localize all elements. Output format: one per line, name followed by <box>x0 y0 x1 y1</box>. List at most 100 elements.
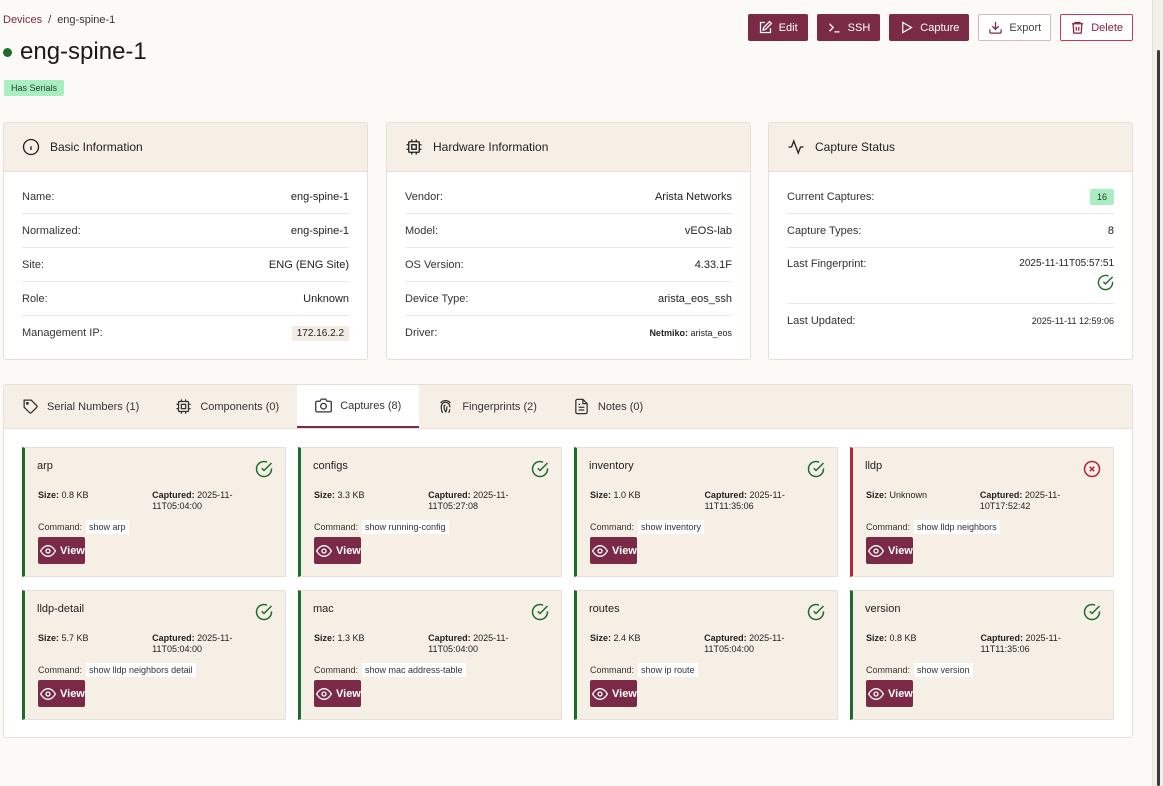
capture-name: inventory <box>589 460 634 472</box>
tab-captures[interactable]: Captures (8) <box>297 385 420 428</box>
check-circle-icon <box>255 460 273 478</box>
capture-command: Command: show arp <box>38 520 129 534</box>
driver-name: arista_eos <box>690 328 732 338</box>
capture-name: configs <box>313 460 348 472</box>
info-label: Name: <box>22 190 55 203</box>
info-label: Model: <box>405 224 439 237</box>
page-title: eng-spine-1 <box>20 38 147 65</box>
eye-icon <box>40 687 56 700</box>
info-row: Name: eng-spine-1 <box>22 180 349 214</box>
info-label: Driver: <box>405 327 438 339</box>
info-value: Unknown <box>303 292 349 305</box>
info-value: ENG (ENG Site) <box>268 258 349 271</box>
capture-timestamp: Captured: 2025-11-11T11:35:06 <box>704 490 785 511</box>
capture-button[interactable]: Capture <box>889 14 970 41</box>
info-value: eng-spine-1 <box>290 190 349 203</box>
info-label: Normalized: <box>22 224 81 237</box>
capture-timestamp: Captured: 2025-11-10T17:52:42 <box>979 490 1061 511</box>
delete-button-label: Delete <box>1091 21 1123 34</box>
info-value: Arista Networks <box>654 190 732 203</box>
capture-size: Size: 0.8 KB <box>866 633 917 643</box>
view-capture-button[interactable]: View <box>590 537 637 564</box>
breadcrumb-separator: / <box>48 14 52 26</box>
chip-icon <box>176 399 191 414</box>
current-captures-badge: 16 <box>1089 188 1114 205</box>
capture-timestamp: Captured: 2025-11-11T05:27:08 <box>428 490 509 511</box>
capture-name: lldp <box>865 460 883 472</box>
eye-icon <box>316 544 332 557</box>
capture-command: Command: show version <box>866 663 973 677</box>
card-header: Basic Information <box>4 123 367 172</box>
delete-button[interactable]: Delete <box>1060 14 1133 41</box>
device-tabs-panel: Serial Numbers (1) Components (0) Captur… <box>3 384 1133 738</box>
edit-button-label: Edit <box>778 21 798 34</box>
view-capture-button[interactable]: View <box>866 680 913 707</box>
info-value: vEOS-lab <box>684 224 732 237</box>
info-row: Model: vEOS-lab <box>405 214 732 248</box>
fingerprint-timestamp: 2025-11-11T05:57:51 <box>1019 258 1114 269</box>
tab-notes[interactable]: Notes (0) <box>555 385 661 428</box>
action-toolbar: Edit SSH Capture Export Delete <box>747 14 1133 41</box>
capture-timestamp: Captured: 2025-11-11T11:35:06 <box>980 633 1061 654</box>
card-title: Hardware Information <box>433 140 549 154</box>
info-label: Current Captures: <box>787 190 875 203</box>
view-capture-button[interactable]: View <box>590 680 637 707</box>
driver-value: Netmiko: arista_eos <box>649 328 732 338</box>
info-label: Capture Types: <box>787 224 862 237</box>
info-label: Device Type: <box>405 292 469 305</box>
capture-size: Size: 3.3 KB <box>314 490 365 500</box>
breadcrumb-current: eng-spine-1 <box>57 14 116 26</box>
capture-card-routes: routes Size: 2.4 KB Captured: 2025-11-11T… <box>574 590 838 720</box>
capture-timestamp: Captured: 2025-11-11T05:04:00 <box>428 633 509 654</box>
card-header: Capture Status <box>769 123 1132 172</box>
info-row: Current Captures: 16 <box>787 180 1114 214</box>
tab-fingerprints[interactable]: Fingerprints (2) <box>419 385 555 428</box>
fingerprint-icon <box>440 399 452 414</box>
info-row: Vendor: Arista Networks <box>405 180 732 214</box>
view-capture-button[interactable]: View <box>866 537 913 564</box>
capture-card-version: version Size: 0.8 KB Captured: 2025-11-11… <box>850 590 1114 720</box>
info-row: Capture Types: 8 <box>787 214 1114 248</box>
tab-label: Components (0) <box>200 400 280 413</box>
capture-command: Command: show inventory <box>590 520 705 534</box>
tag-icon <box>23 399 38 414</box>
info-value: arista_eos_ssh <box>658 292 732 305</box>
check-circle-icon <box>807 460 825 478</box>
page-scrollbar[interactable] <box>1152 0 1163 786</box>
capture-size: Size: 5.7 KB <box>38 633 89 643</box>
tab-serial-numbers[interactable]: Serial Numbers (1) <box>4 385 157 428</box>
info-row: Site: ENG (ENG Site) <box>22 248 349 282</box>
tab-components[interactable]: Components (0) <box>157 385 297 428</box>
chip-icon <box>406 139 422 155</box>
eye-icon <box>868 687 884 700</box>
driver-prefix: Netmiko: <box>649 328 688 338</box>
info-label: Role: <box>22 292 48 305</box>
view-capture-button[interactable]: View <box>38 680 85 707</box>
hardware-information-card: Hardware Information Vendor: Arista Netwo… <box>386 122 751 360</box>
info-label: Vendor: <box>405 190 443 203</box>
export-button-label: Export <box>1009 21 1042 34</box>
info-value: 8 <box>1107 224 1114 237</box>
tab-label: Serial Numbers (1) <box>47 400 140 413</box>
breadcrumb-devices-link[interactable]: Devices <box>3 14 43 26</box>
ssh-button[interactable]: SSH <box>816 14 881 41</box>
view-capture-button[interactable]: View <box>314 680 361 707</box>
capture-button-label: Capture <box>920 21 960 34</box>
capture-command: Command: show running-config <box>314 520 449 534</box>
edit-button[interactable]: Edit <box>747 14 808 41</box>
info-row: Role: Unknown <box>22 282 349 316</box>
export-button[interactable]: Export <box>978 14 1052 41</box>
capture-card-lldp-detail: lldp-detail Size: 5.7 KB Captured: 2025-1… <box>22 590 286 720</box>
check-circle-icon <box>531 603 549 621</box>
capture-command: Command: show ip route <box>590 663 698 677</box>
eye-icon <box>868 544 884 557</box>
scrollbar-thumb[interactable] <box>1157 50 1160 786</box>
view-capture-button[interactable]: View <box>38 537 85 564</box>
info-label: OS Version: <box>405 258 464 271</box>
title-row: eng-spine-1 <box>3 38 147 66</box>
info-row: Last Updated: 2025-11-11 12:59:06 <box>787 304 1114 338</box>
capture-timestamp: Captured: 2025-11-11T05:04:00 <box>704 633 785 654</box>
view-capture-button[interactable]: View <box>314 537 361 564</box>
ssh-button-label: SSH <box>847 21 871 34</box>
activity-icon <box>788 139 804 155</box>
